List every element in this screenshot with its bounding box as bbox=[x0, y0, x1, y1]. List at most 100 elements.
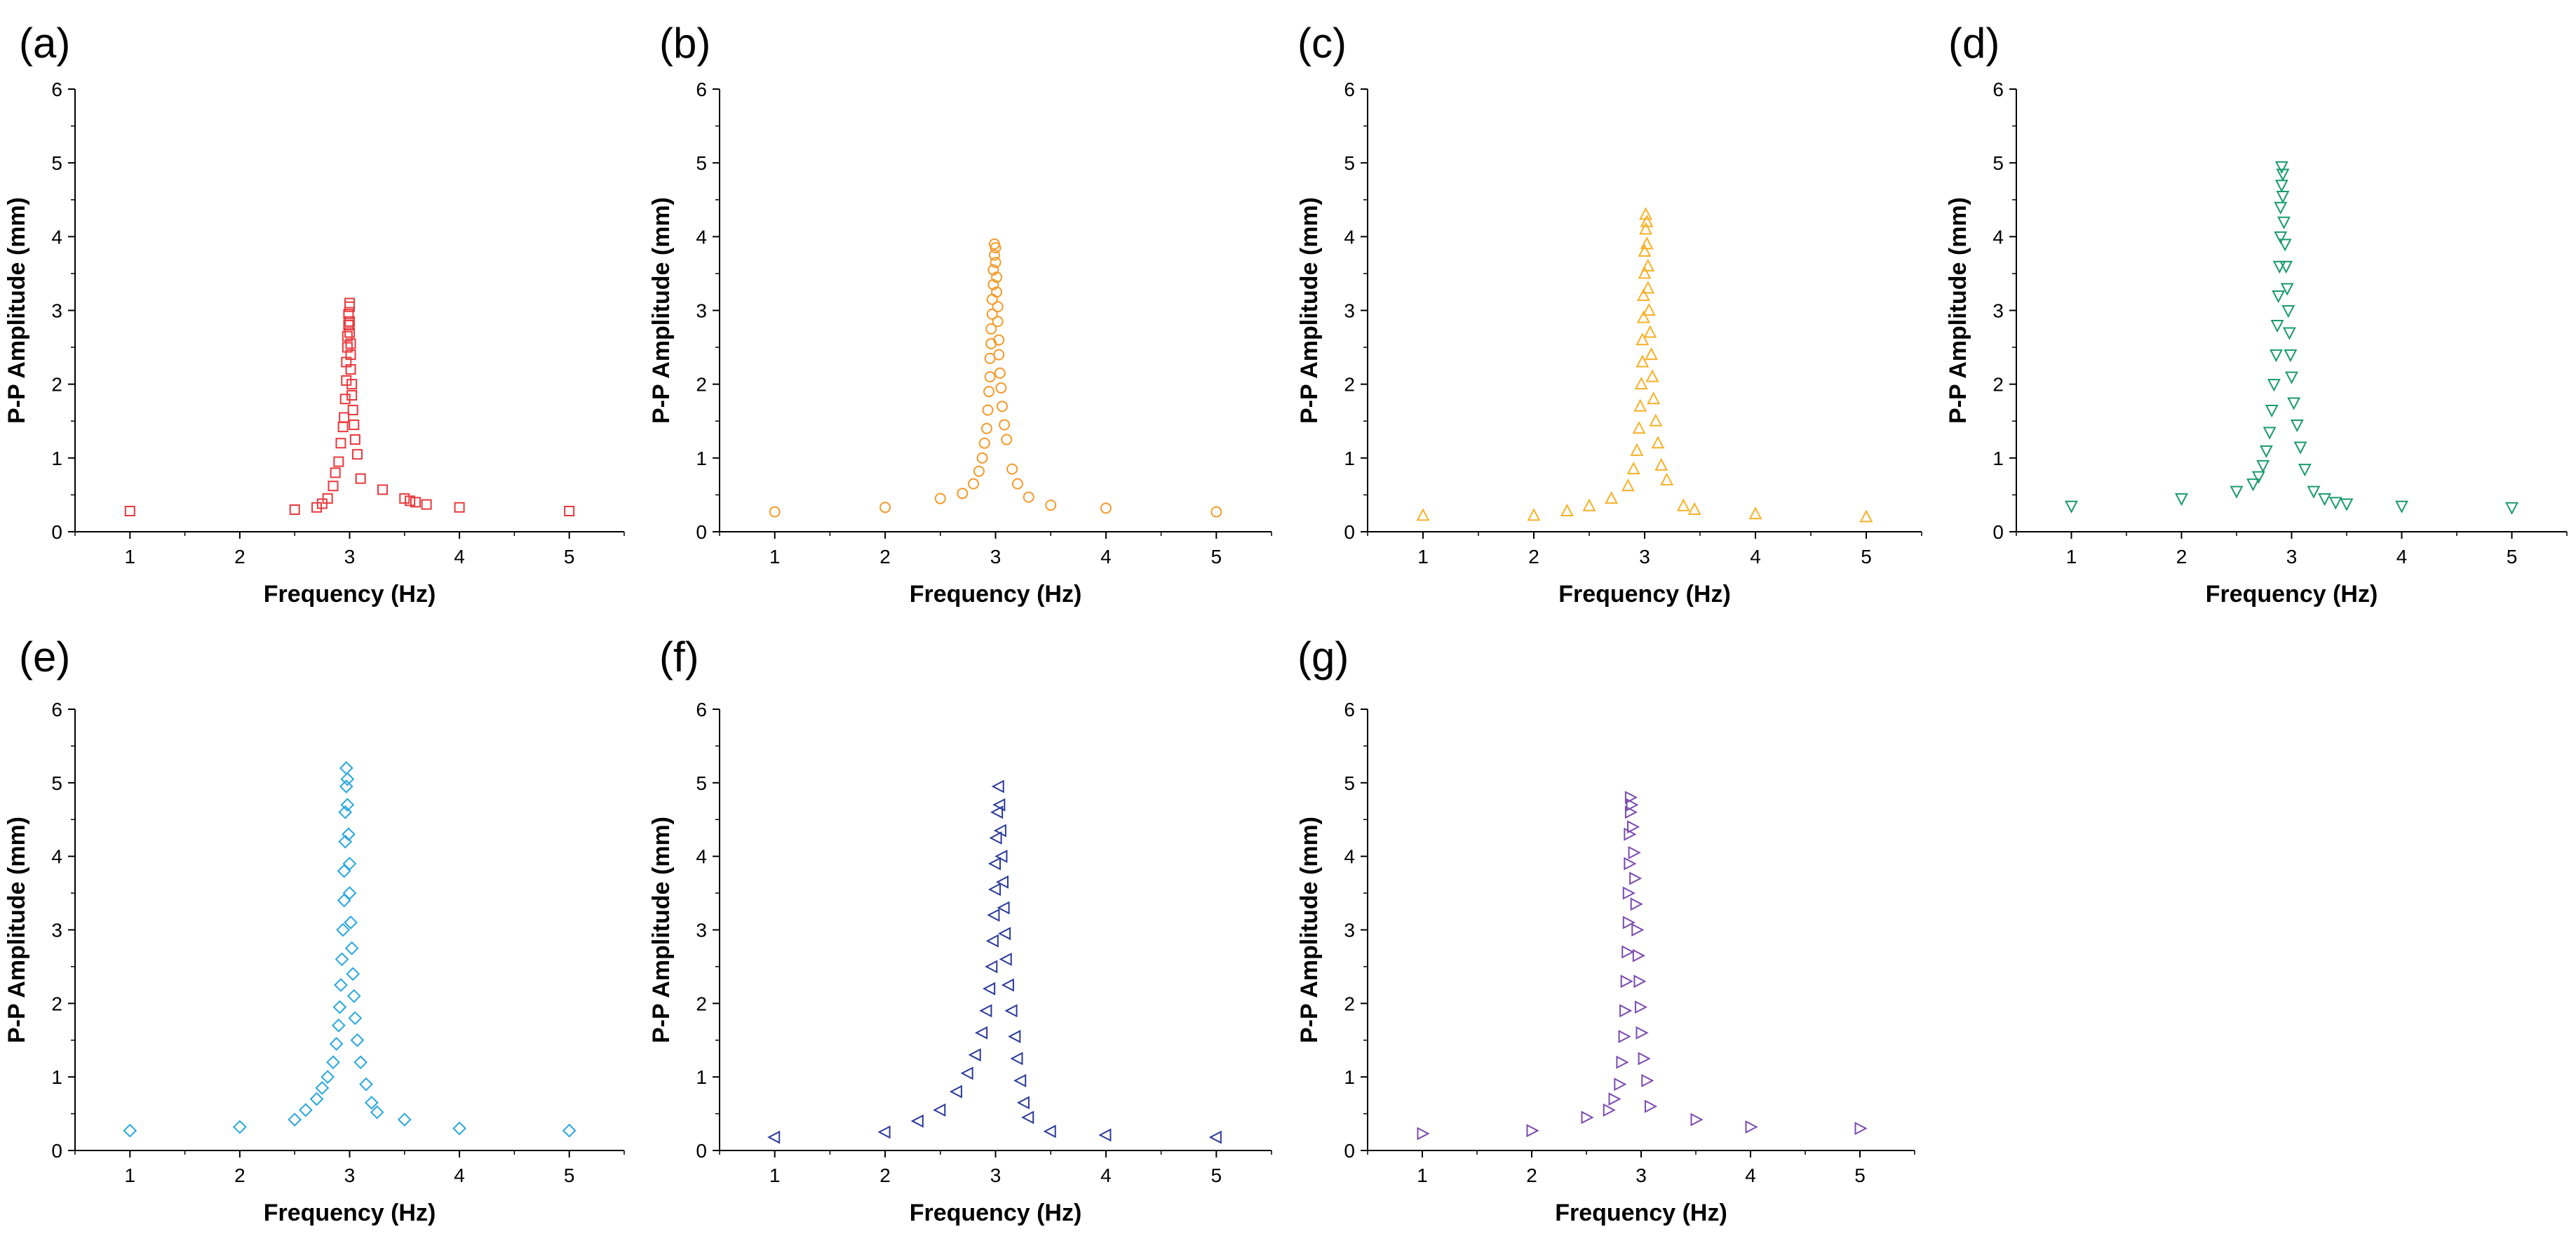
data-point bbox=[991, 779, 1004, 793]
y-tick-label: 1 bbox=[1344, 1066, 1355, 1088]
data-point bbox=[1622, 886, 1636, 900]
data-point bbox=[1004, 1004, 1018, 1018]
x-tick-label: 2 bbox=[2176, 546, 2187, 568]
data-point bbox=[336, 922, 350, 937]
data-point bbox=[2298, 464, 2312, 477]
data-point bbox=[350, 1033, 365, 1047]
data-point bbox=[333, 456, 344, 467]
x-tick-label: 3 bbox=[2286, 546, 2298, 568]
x-tick-label: 3 bbox=[990, 546, 1002, 568]
data-point bbox=[1630, 897, 1643, 911]
y-tick-label: 2 bbox=[1992, 374, 2004, 396]
x-axis-title: Frequency (Hz) bbox=[910, 1200, 1082, 1226]
x-tick-label: 1 bbox=[1417, 1165, 1428, 1186]
data-point bbox=[1633, 398, 1647, 412]
data-point bbox=[1641, 1073, 1654, 1087]
x-tick-label: 3 bbox=[1639, 546, 1650, 568]
data-point bbox=[1621, 478, 1635, 492]
data-point bbox=[405, 495, 416, 506]
x-tick-label: 1 bbox=[1417, 546, 1429, 568]
data-point bbox=[351, 449, 363, 460]
data-point bbox=[1636, 310, 1650, 323]
data-point bbox=[1631, 923, 1645, 937]
data-point bbox=[2272, 290, 2286, 304]
data-point bbox=[1654, 457, 1668, 471]
y-tick-label: 4 bbox=[51, 846, 62, 868]
data-point bbox=[2272, 260, 2286, 274]
data-point bbox=[1642, 302, 1656, 316]
data-point bbox=[1627, 820, 1640, 834]
y-tick-label: 4 bbox=[696, 846, 707, 868]
data-point bbox=[769, 506, 781, 518]
data-point bbox=[933, 1103, 946, 1117]
data-point bbox=[993, 824, 1006, 838]
x-tick-label: 1 bbox=[125, 1165, 136, 1186]
data-point bbox=[344, 301, 355, 312]
data-point bbox=[983, 386, 995, 398]
data-point bbox=[346, 967, 360, 981]
data-point bbox=[999, 419, 1011, 431]
data-point bbox=[1651, 436, 1665, 449]
data-point bbox=[2065, 500, 2078, 514]
data-point bbox=[2285, 371, 2298, 384]
data-point bbox=[349, 434, 360, 445]
data-point bbox=[1645, 347, 1658, 361]
y-tick-label: 3 bbox=[1992, 300, 2004, 322]
x-tick-label: 5 bbox=[1854, 1165, 1866, 1186]
data-point bbox=[2175, 493, 2188, 506]
y-tick-label: 0 bbox=[1344, 521, 1355, 543]
data-point bbox=[377, 484, 388, 495]
data-point bbox=[1636, 354, 1650, 368]
data-point bbox=[1676, 498, 1690, 511]
y-axis-title: P-P Amplitude (mm) bbox=[648, 197, 675, 424]
data-point bbox=[985, 960, 998, 974]
data-point bbox=[1618, 1030, 1631, 1043]
panel-e: (e) 0 1 2 3 4 5 6 1 2 3 4 5 Frequency (Hz) P-P Amplitu… bbox=[4, 633, 625, 1226]
data-point bbox=[397, 1113, 412, 1127]
y-tick-label: 2 bbox=[51, 374, 62, 396]
data-point bbox=[344, 941, 359, 955]
y-tick-label: 4 bbox=[1344, 226, 1355, 248]
data-point bbox=[334, 978, 348, 992]
x-tick-label: 1 bbox=[769, 1165, 781, 1186]
data-point bbox=[1620, 974, 1633, 988]
panel-label-c: (c) bbox=[1297, 20, 1347, 67]
data-point bbox=[1624, 857, 1637, 871]
panel-label-a: (a) bbox=[19, 20, 70, 67]
data-point bbox=[1633, 974, 1647, 988]
y-tick-label: 5 bbox=[51, 772, 62, 794]
data-point bbox=[326, 1055, 340, 1070]
x-tick-label: 2 bbox=[234, 1165, 245, 1186]
data-point bbox=[124, 506, 135, 517]
data-point bbox=[767, 1130, 781, 1144]
data-point bbox=[343, 309, 354, 320]
data-point bbox=[1628, 845, 1641, 859]
data-point bbox=[341, 375, 352, 386]
data-point bbox=[1021, 1111, 1034, 1125]
data-point bbox=[995, 875, 1009, 889]
x-axis-title: Frequency (Hz) bbox=[910, 581, 1082, 608]
data-point bbox=[1011, 478, 1023, 490]
data-point bbox=[328, 481, 339, 492]
panel-c: (c) 0 1 2 3 4 5 6 1 2 3 4 5 Frequency (Hz) P-P Amplitu… bbox=[1296, 20, 1922, 608]
data-point bbox=[1526, 1124, 1539, 1138]
data-point bbox=[993, 334, 1005, 346]
x-tick-label: 4 bbox=[454, 546, 465, 568]
data-point bbox=[2265, 404, 2279, 418]
data-point bbox=[1638, 1052, 1651, 1066]
data-point bbox=[2276, 190, 2290, 204]
x-tick-label: 3 bbox=[344, 546, 356, 568]
data-point bbox=[1641, 258, 1655, 271]
data-point bbox=[340, 798, 355, 812]
x-tick-label: 2 bbox=[879, 546, 891, 568]
data-point bbox=[1629, 871, 1643, 885]
data-point bbox=[1643, 325, 1657, 338]
y-tick-label: 6 bbox=[696, 699, 707, 720]
data-point bbox=[2274, 180, 2288, 193]
data-point bbox=[2276, 168, 2290, 182]
data-point bbox=[359, 1077, 373, 1092]
data-point bbox=[2281, 305, 2295, 318]
data-point bbox=[348, 1011, 363, 1026]
y-tick-label: 2 bbox=[696, 993, 707, 1014]
data-point bbox=[322, 493, 333, 504]
